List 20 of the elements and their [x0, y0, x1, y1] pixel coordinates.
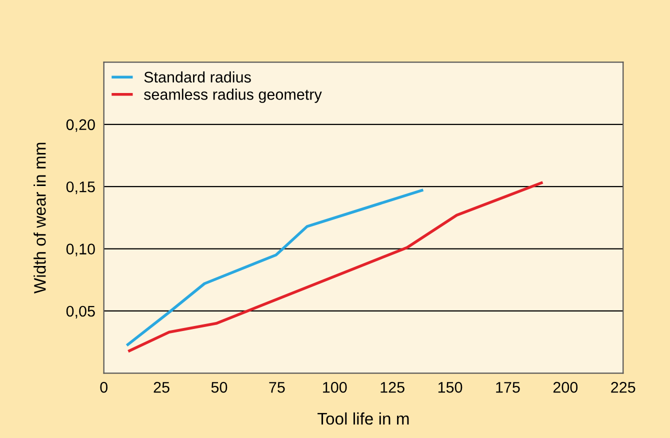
x-tick-label: 225: [611, 382, 636, 393]
y-tick-label: 0,05: [66, 306, 95, 318]
x-tick-label: 75: [269, 382, 285, 393]
y-tick-label: 0,10: [66, 244, 95, 256]
line-series: [126, 188, 424, 346]
legend-label: seamless radius geometry: [144, 88, 322, 103]
x-tick-label: 175: [496, 382, 520, 393]
x-tick-label: 150: [438, 382, 462, 393]
x-tick-label: 25: [154, 382, 170, 393]
x-tick-label: 100: [323, 382, 347, 393]
y-axis-title: Width of wear in mm: [34, 142, 46, 294]
line-series: [128, 181, 543, 352]
y-tick-label: 0,15: [66, 181, 95, 194]
x-tick-label: 125: [380, 382, 404, 393]
y-tick-label: 0,20: [66, 119, 95, 132]
x-tick-label: 50: [211, 382, 228, 393]
x-tick-label: 0: [100, 382, 108, 393]
legend-label: Standard radius: [144, 71, 251, 83]
x-tick-label: 200: [553, 382, 578, 393]
x-axis-title: Tool life in m: [318, 412, 409, 425]
